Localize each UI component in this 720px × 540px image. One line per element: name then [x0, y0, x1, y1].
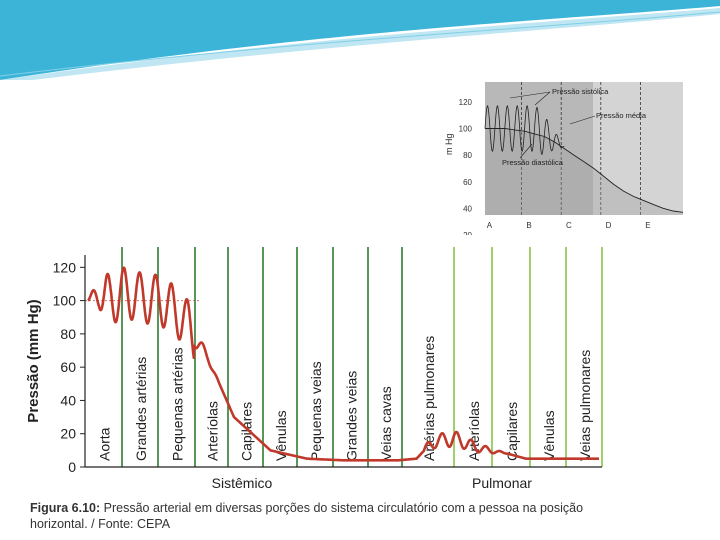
- region-label: Grandes artérias: [133, 357, 149, 461]
- region-label: Vênulas: [273, 410, 289, 461]
- region-label: Arteríolas: [466, 401, 482, 461]
- y-axis-label: Pressão (mm Hg): [25, 299, 42, 422]
- annotation-pointer: [519, 143, 533, 159]
- region-label: Veias pulmonares: [577, 350, 593, 461]
- small-chart-ylabel: m Hg: [444, 133, 454, 155]
- small-y-tick-label: 60: [463, 178, 472, 187]
- small-y-tick-label: 20: [463, 231, 472, 235]
- small-y-tick-label: 40: [463, 204, 472, 213]
- small-y-tick-label: 100: [459, 125, 473, 134]
- header-swoosh: [0, 0, 720, 80]
- pressure-series-line: [87, 266, 600, 462]
- region-label: Arteríolas: [205, 401, 221, 461]
- region-label: Veias cavas: [378, 386, 394, 461]
- annotation-pointer: [509, 91, 551, 99]
- main-pressure-chart: 120 100 80 60 40 20 0 Pressão (mm Hg) Aorta Gra…: [25, 247, 603, 491]
- caption-figure-number: Figura 6.10:: [30, 501, 101, 515]
- banner-line: [0, 11, 720, 77]
- figure-caption: Figura 6.10: Pressão arterial em diversa…: [30, 500, 620, 532]
- y-tick-label: 100: [53, 293, 77, 309]
- annotation-diastolic: Pressão diastólica: [502, 158, 564, 167]
- pressure-curve: [87, 266, 600, 462]
- region-label: Capilares: [239, 402, 255, 461]
- y-tick-label: 20: [60, 426, 76, 442]
- small-region-label: C: [566, 221, 572, 230]
- annotation-systolic: Pressão sistólica: [552, 87, 609, 96]
- small-region-label: B: [526, 221, 531, 230]
- region-label: Grandes veias: [344, 371, 360, 461]
- caption-text: Pressão arterial em diversas porções do …: [30, 501, 584, 531]
- y-tick-label: 0: [68, 459, 76, 475]
- small-mean-line: [485, 128, 684, 213]
- region-label: Aorta: [97, 427, 113, 461]
- small-chart-y-ticks: 120 100 80 60 40 20: [459, 98, 473, 235]
- y-tick-label: 40: [60, 392, 76, 408]
- annotation-mean: Pressão média: [596, 111, 647, 120]
- small-pressure-chart: 120 100 80 60 40 20 m Hg A B C D E Pressão sistól…: [444, 82, 684, 235]
- y-tick-label: 60: [60, 359, 76, 375]
- small-chart-curve: [484, 104, 684, 215]
- section-label-systemic: Sistêmico: [212, 475, 273, 491]
- region-label: Vênulas: [541, 410, 557, 461]
- y-tick-label: 120: [53, 259, 77, 275]
- small-y-tick-label: 80: [463, 151, 472, 160]
- small-curve-area: [485, 128, 683, 215]
- small-y-tick-label: 120: [459, 98, 473, 107]
- section-label-pulmonary: Pulmonar: [472, 475, 532, 491]
- y-tick-label: 80: [60, 326, 76, 342]
- region-label: Pequenas artérias: [170, 347, 186, 461]
- small-region-label: E: [645, 221, 650, 230]
- annotation-pointer: [534, 91, 551, 106]
- annotation-pointer: [569, 115, 596, 125]
- region-labels: Aorta Grandes artérias Pequenas artérias Ar…: [97, 336, 594, 461]
- small-region-label: D: [606, 221, 612, 230]
- region-label: Artérias pulmonares: [421, 336, 437, 461]
- region-label: Pequenas veias: [308, 361, 324, 461]
- small-pulse-wave: [484, 104, 565, 156]
- y-axis-ticks: 120 100 80 60 40 20 0: [53, 259, 85, 475]
- small-region-label: A: [487, 221, 493, 230]
- banner-band: [0, 0, 720, 80]
- region-label: Capilares: [504, 402, 520, 461]
- small-chart-regions: A B C D E: [487, 221, 651, 230]
